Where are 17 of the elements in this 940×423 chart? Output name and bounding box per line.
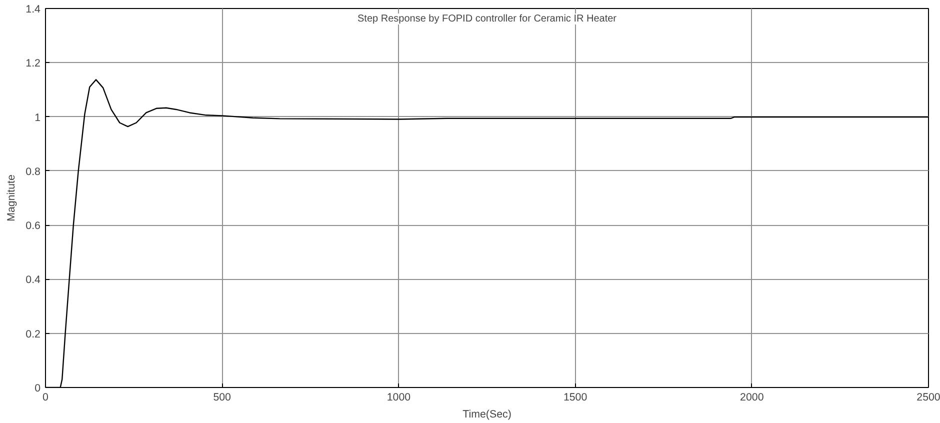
y-tick-label: 0 [34,382,41,394]
x-tick-label: 0 [42,392,49,404]
y-tick-label: 0.4 [26,274,41,286]
x-tick-label: 500 [213,392,232,404]
x-tick-label: 2500 [916,392,940,404]
x-axis-title: Time(Sec) [462,408,512,420]
y-tick-label: 1.4 [26,4,41,16]
y-axis-title: Magnitute [6,174,18,222]
y-tick-label: 0.6 [26,220,41,232]
y-tick-label: 0.2 [26,328,41,340]
x-tick-label: 1500 [563,392,588,404]
y-tick-label: 0.8 [26,166,41,178]
y-tick-label: 1.2 [26,58,41,70]
x-tick-label: 1000 [386,392,411,404]
text: Step Response by FOPID controller for Ceramic IR Heater [358,14,618,24]
x-tick-label: 2000 [740,392,764,404]
y-tick-label: 1 [34,112,41,124]
